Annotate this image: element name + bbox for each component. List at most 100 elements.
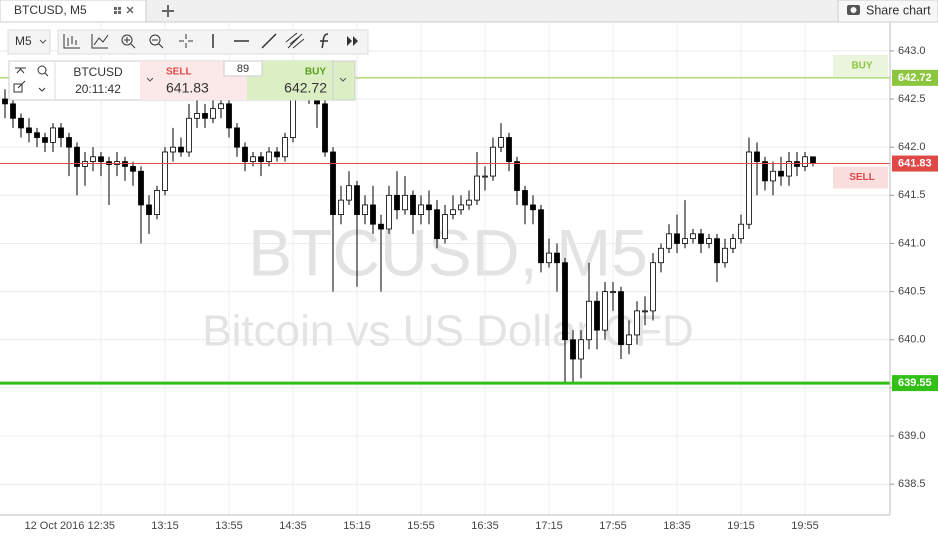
- tool-fib[interactable]: [285, 32, 305, 49]
- tool-trend[interactable]: [261, 33, 277, 49]
- price-tag-label: 641.83: [898, 157, 932, 169]
- price-tag: [892, 375, 938, 392]
- candle-body: [58, 127, 64, 138]
- popout-icon[interactable]: [13, 80, 26, 93]
- tool-zoom-out[interactable]: [149, 34, 161, 46]
- line-tag-label: BUY: [851, 60, 872, 71]
- tool-bars[interactable]: [63, 34, 80, 49]
- candle-body: [602, 291, 608, 331]
- candle-body: [394, 194, 400, 211]
- x-tick-label: 13:15: [151, 520, 179, 532]
- y-tick-label: 640.0: [898, 334, 926, 346]
- sell-price: 641.83: [166, 80, 209, 96]
- candle-body: [410, 194, 416, 215]
- candle-body: [546, 252, 552, 264]
- buy-price: 642.72: [284, 80, 327, 96]
- candle-body: [466, 199, 472, 206]
- tool-zoom-in[interactable]: [121, 34, 133, 46]
- candle-body: [554, 252, 560, 264]
- share-button[interactable]: [837, 0, 938, 23]
- candle-body: [538, 209, 544, 264]
- price-axis: [890, 22, 938, 537]
- candle-body: [698, 233, 704, 244]
- candle-body: [650, 262, 656, 312]
- candle-body: [642, 310, 648, 313]
- candle-body: [786, 161, 792, 177]
- candle-body: [90, 156, 96, 163]
- price-tag-label: 642.72: [898, 72, 932, 84]
- candle-body: [770, 170, 776, 182]
- watermark-sub: Bitcoin vs US Dollar CFD: [202, 307, 693, 356]
- candle-body: [362, 204, 368, 215]
- panel-dropdown[interactable]: [38, 87, 46, 92]
- spread-box: [223, 60, 263, 77]
- candle-body: [26, 127, 32, 134]
- candle-body: [274, 151, 280, 158]
- candle-body: [562, 262, 568, 341]
- tool-forward[interactable]: [347, 36, 358, 46]
- toolbar: M5: [7, 29, 369, 55]
- tab-close[interactable]: [126, 6, 134, 14]
- candle-body: [490, 146, 496, 177]
- candle-body: [226, 103, 232, 129]
- interval-button[interactable]: [7, 29, 51, 55]
- candle-body: [666, 233, 672, 249]
- candle-body: [482, 175, 488, 178]
- tab[interactable]: [0, 0, 147, 23]
- search-icon[interactable]: [37, 65, 47, 75]
- candle-body: [194, 113, 200, 119]
- candle-body: [370, 204, 376, 225]
- candle-body: [618, 291, 624, 345]
- candle-body: [218, 103, 224, 110]
- collapse-icon[interactable]: [15, 67, 26, 74]
- candle-body: [2, 98, 8, 105]
- candle-body: [154, 190, 160, 215]
- candle-body: [722, 247, 728, 264]
- candle-body: [258, 156, 264, 163]
- candle-body: [746, 151, 752, 225]
- line-tag-label: SELL: [849, 172, 875, 183]
- candle-body: [810, 156, 816, 164]
- candle-body: [578, 339, 584, 360]
- candle-body: [754, 151, 760, 163]
- candle-body: [266, 151, 272, 163]
- candle-body: [690, 233, 696, 240]
- candle-body: [10, 103, 16, 119]
- candle-body: [66, 137, 72, 148]
- tool-crosshair[interactable]: [179, 34, 193, 48]
- candle-body: [138, 170, 144, 206]
- x-tick-label: 12 Oct 2016 12:35: [24, 520, 115, 532]
- candle-body: [378, 223, 384, 230]
- candle-body: [402, 194, 408, 211]
- price-tag-label: 639.55: [898, 377, 932, 389]
- tool-func[interactable]: [320, 33, 329, 49]
- x-tick-label: 17:15: [535, 520, 563, 532]
- tab-title: BTCUSD, M5: [14, 3, 87, 17]
- line-tag: [833, 166, 888, 189]
- candle-body: [354, 185, 360, 215]
- candle-body: [242, 146, 248, 163]
- candle-body: [18, 117, 24, 129]
- candle-body: [170, 146, 176, 153]
- candle-body: [130, 166, 136, 172]
- x-tick-label: 13:55: [215, 520, 243, 532]
- add-tab[interactable]: [162, 5, 174, 17]
- candle-body: [178, 146, 184, 153]
- x-tick-label: 15:55: [407, 520, 435, 532]
- candle-body: [98, 156, 104, 163]
- candle-body: [418, 204, 424, 215]
- candle-body: [570, 339, 576, 360]
- candle-body: [658, 247, 664, 264]
- candle-body: [234, 127, 240, 148]
- candle-body: [674, 233, 680, 244]
- camera-lens: [850, 7, 857, 13]
- sell-label: SELL: [166, 67, 192, 78]
- time-axis: [0, 515, 938, 537]
- watermark: BTCUSD, M5: [248, 215, 648, 289]
- tab-grid-icon: [114, 7, 121, 14]
- tool-line[interactable]: [91, 34, 109, 49]
- y-tick-label: 643.0: [898, 45, 926, 57]
- candle-body: [762, 161, 768, 182]
